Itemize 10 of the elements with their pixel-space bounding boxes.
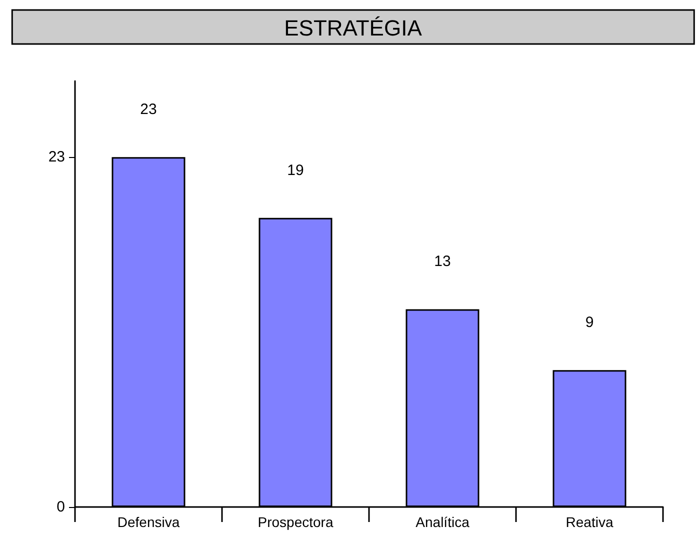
chart-title: ESTRATÉGIA (284, 16, 422, 40)
x-tick-label: Prospectora (258, 514, 334, 530)
data-label: 23 (140, 101, 157, 118)
x-tick-label: Reativa (566, 514, 614, 530)
x-tick-label: Defensiva (117, 514, 180, 530)
data-label: 13 (434, 253, 451, 270)
x-tick-label: Analítica (416, 514, 470, 530)
data-label: 19 (287, 162, 304, 179)
data-label: 9 (585, 314, 594, 332)
y-tick-label: 0 (56, 498, 65, 516)
